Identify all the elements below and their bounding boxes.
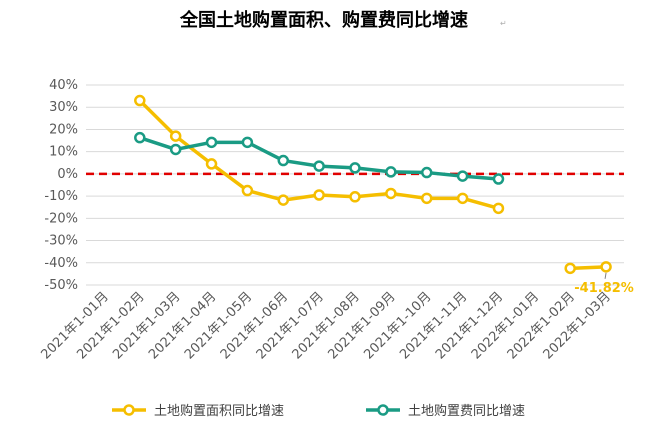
data-point xyxy=(420,166,433,179)
legend: 土地购置面积同比增速 土地购置费同比增速 xyxy=(112,403,525,419)
legend-label: 土地购置费同比增速 xyxy=(408,403,525,419)
y-axis-ticks: 40% 30% 20% 10% 0% -10% -20% -30% -40% -50% xyxy=(44,78,78,293)
y-tick-label: 40% xyxy=(49,78,78,93)
data-point xyxy=(169,143,182,156)
annotation-leader xyxy=(604,272,607,279)
y-tick-label: -50% xyxy=(44,278,78,293)
legend-swatch-marker xyxy=(377,404,389,416)
series-layer xyxy=(134,94,612,275)
data-point xyxy=(134,94,146,107)
y-tick-label: -30% xyxy=(44,234,78,249)
data-point xyxy=(385,166,397,178)
data-point xyxy=(385,187,397,200)
y-tick-label: 30% xyxy=(49,100,78,115)
y-tick-label: 10% xyxy=(49,145,78,160)
legend-swatch-marker xyxy=(123,404,135,416)
legend-item-2: 土地购置费同比增速 xyxy=(366,403,525,419)
data-point xyxy=(241,136,254,149)
grid xyxy=(86,84,624,286)
data-point xyxy=(277,154,290,167)
data-point xyxy=(277,194,290,206)
title-return-mark: ↵ xyxy=(500,19,507,28)
data-point xyxy=(492,173,505,185)
data-point xyxy=(241,184,254,197)
data-point xyxy=(456,170,469,182)
y-tick-label: 20% xyxy=(49,122,78,137)
series-2 xyxy=(134,131,505,185)
series-1 xyxy=(134,94,612,275)
legend-label: 土地购置面积同比增速 xyxy=(154,403,284,419)
annotations: -41.82% xyxy=(574,272,634,296)
y-tick-label: -40% xyxy=(44,256,78,271)
data-point xyxy=(492,202,505,215)
chart-title: 全国土地购置面积、购置费同比增速 xyxy=(179,9,468,31)
data-point xyxy=(600,261,612,273)
y-tick-label: 0% xyxy=(57,167,78,182)
data-point xyxy=(564,262,576,275)
y-tick-label: -10% xyxy=(44,189,78,204)
y-tick-label: -20% xyxy=(44,211,78,226)
x-axis-ticks: 2021年1-01月2021年1-02月2021年1-03月2021年1-04月… xyxy=(39,289,614,362)
data-point xyxy=(134,131,146,144)
data-point xyxy=(456,192,469,205)
data-point xyxy=(205,158,218,170)
data-point xyxy=(420,192,433,205)
legend-item-1: 土地购置面积同比增速 xyxy=(112,403,284,419)
data-point xyxy=(313,160,325,172)
data-point xyxy=(205,136,218,149)
data-point xyxy=(349,191,361,203)
data-point xyxy=(313,189,325,201)
data-label: -41.82% xyxy=(574,281,634,296)
data-point xyxy=(169,130,182,142)
series-line xyxy=(568,265,608,271)
data-point xyxy=(349,162,361,174)
